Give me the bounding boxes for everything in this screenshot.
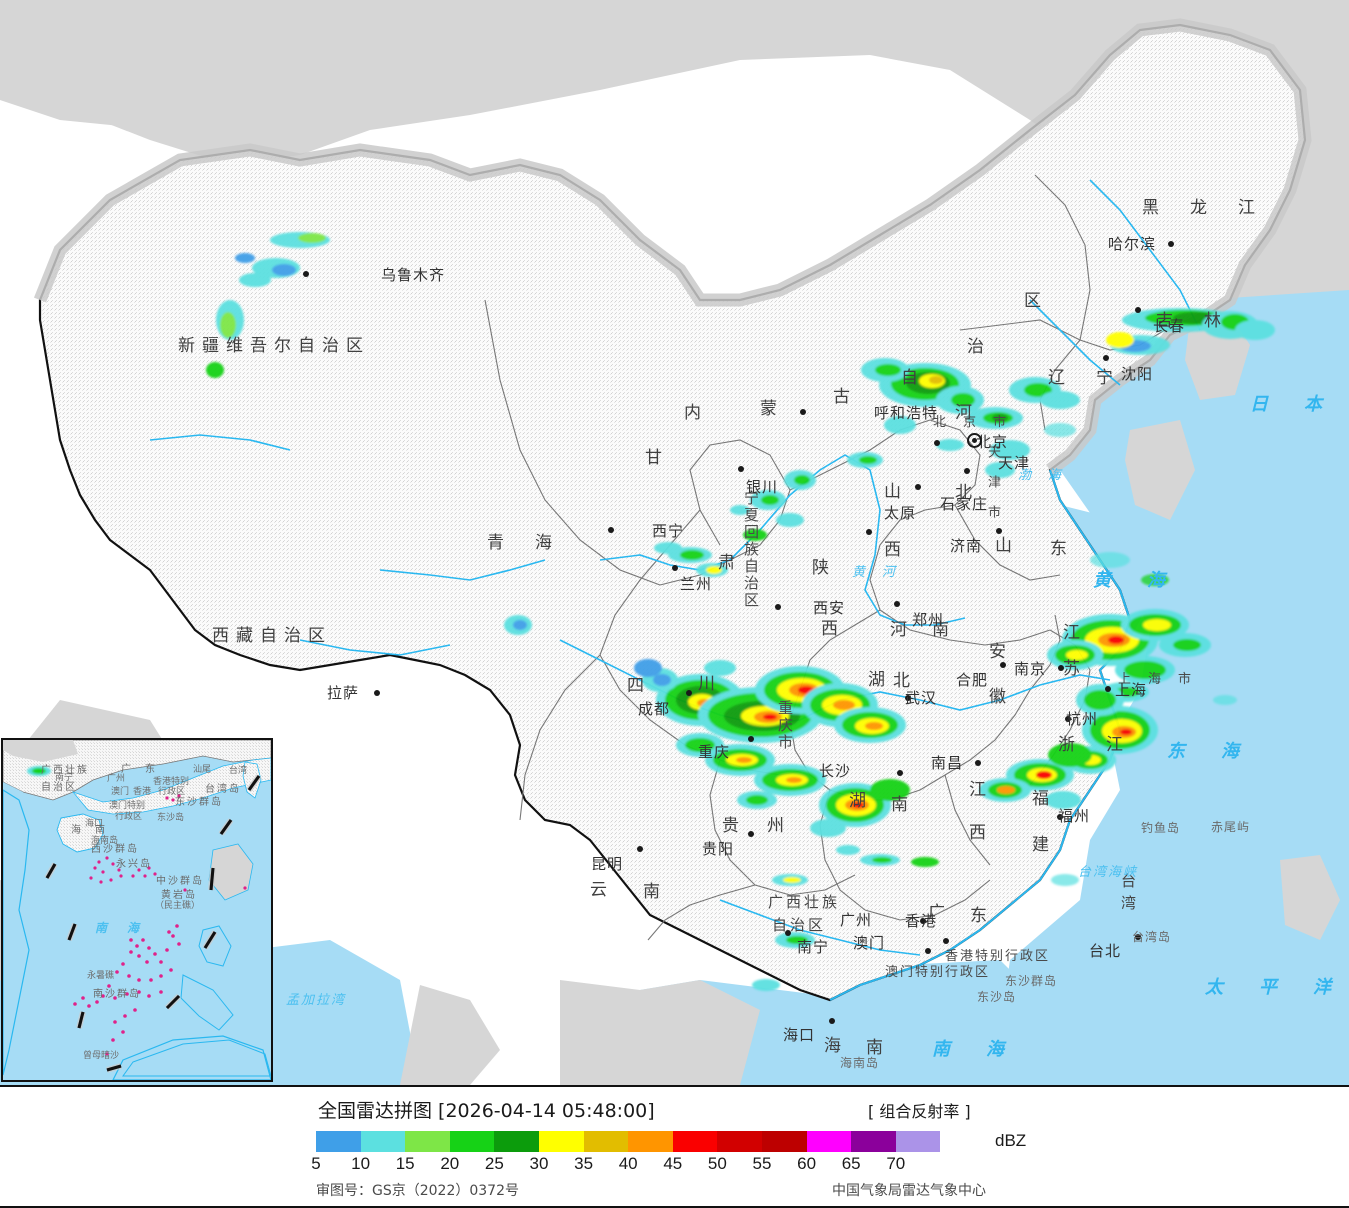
china-radar-map[interactable]: 新疆维吾尔自治区 西藏自治区青 海内蒙古自治区黑 龙 江吉 林辽 宁甘肃宁夏回族自… [0,0,1349,1085]
dbz-swatch-10-15[interactable] [360,1131,406,1152]
city-dot [1058,665,1064,671]
dbz-tick-60: 60 [797,1154,817,1173]
dbz-tick-25: 25 [484,1154,504,1173]
dbz-colorbar[interactable] [316,1131,941,1152]
dbz-swatch-5-10[interactable] [316,1131,361,1152]
city-dot [1057,814,1063,820]
city-dot [775,604,781,610]
city-dot [800,409,806,415]
city-dot [920,918,926,924]
city-dot [934,440,940,446]
city-dot [672,565,678,571]
dbz-swatch-55-60[interactable] [761,1131,807,1152]
city-dot [738,466,744,472]
dbz-swatch-25-30[interactable] [494,1131,539,1152]
radar-echo-layer [206,232,1275,991]
city-dot [303,271,309,277]
dbz-swatch-35-40[interactable] [583,1131,629,1152]
city-dot [1065,716,1071,722]
dbz-tick-40: 40 [618,1154,638,1173]
dbz-tick-45: 45 [663,1154,683,1173]
dbz-swatch-70-75[interactable] [895,1131,941,1152]
city-dot [1135,307,1141,313]
dbz-swatch-45-50[interactable] [672,1131,718,1152]
city-dot [905,695,911,701]
dbz-tick-10: 10 [351,1154,371,1173]
dbz-tick-70: 70 [886,1154,906,1173]
dbz-swatch-30-35[interactable] [538,1131,584,1152]
city-dot [975,760,981,766]
city-dot [374,690,380,696]
product-type-label: [ 组合反射率 ] [868,1102,971,1121]
city-dot [686,690,692,696]
dbz-tick-55: 55 [752,1154,772,1173]
city-dot [785,930,791,936]
city-dot [748,831,754,837]
city-dot [894,601,900,607]
city-dot [1000,662,1006,668]
city-dot [1135,934,1141,940]
dbz-tick-50: 50 [707,1154,727,1173]
dbz-swatch-20-25[interactable] [449,1131,495,1152]
city-dot [608,527,614,533]
dbz-tick-30: 30 [529,1154,549,1173]
map-graphics [0,0,1349,1085]
dbz-tick-65: 65 [841,1154,861,1173]
map-title: 全国雷达拼图 [2026-04-14 05:48:00] [318,1100,655,1122]
national-capital-marker [967,433,982,448]
dbz-tick-labels: 5 10 15 20 25 30 35 40 45 50 55 60 65 70 [0,1154,1349,1176]
city-dot [866,529,872,535]
city-dot [1168,241,1174,247]
city-dot [748,736,754,742]
dbz-swatch-65-70[interactable] [851,1131,896,1152]
city-dot [964,468,970,474]
city-dot [637,846,643,852]
city-dot [1105,686,1111,692]
city-dot [897,770,903,776]
dbz-swatch-40-45[interactable] [628,1131,673,1152]
city-dot [1103,355,1109,361]
south-china-sea-inset[interactable]: 南 海西沙群岛 永兴岛 中沙群岛 黄岩岛 （民主礁） 南沙群岛 永暑礁 曾母暗沙 东沙群岛 东沙岛… [1,738,273,1082]
inset-graphics [3,740,271,1080]
city-dot [943,938,949,944]
dbz-swatch-15-20[interactable] [405,1131,450,1152]
dbz-tick-5: 5 [311,1154,321,1173]
legend-title-row: 全国雷达拼图 [2026-04-14 05:48:00] [ 组合反射率 ] [0,1096,1349,1122]
city-dot [829,1018,835,1024]
dbz-unit-label: dBZ [995,1131,1027,1150]
city-dot [925,948,931,954]
dbz-swatch-60-65[interactable] [806,1131,852,1152]
dbz-tick-15: 15 [395,1154,415,1173]
dbz-tick-35: 35 [574,1154,594,1173]
city-dot [996,528,1002,534]
map-approval-number: 审图号：GS京（2022）0372号 [316,1183,519,1199]
city-dot [915,484,921,490]
dbz-tick-20: 20 [440,1154,460,1173]
dbz-swatch-50-55[interactable] [717,1131,762,1152]
issuing-agency: 中国气象局雷达气象中心 [832,1183,986,1199]
